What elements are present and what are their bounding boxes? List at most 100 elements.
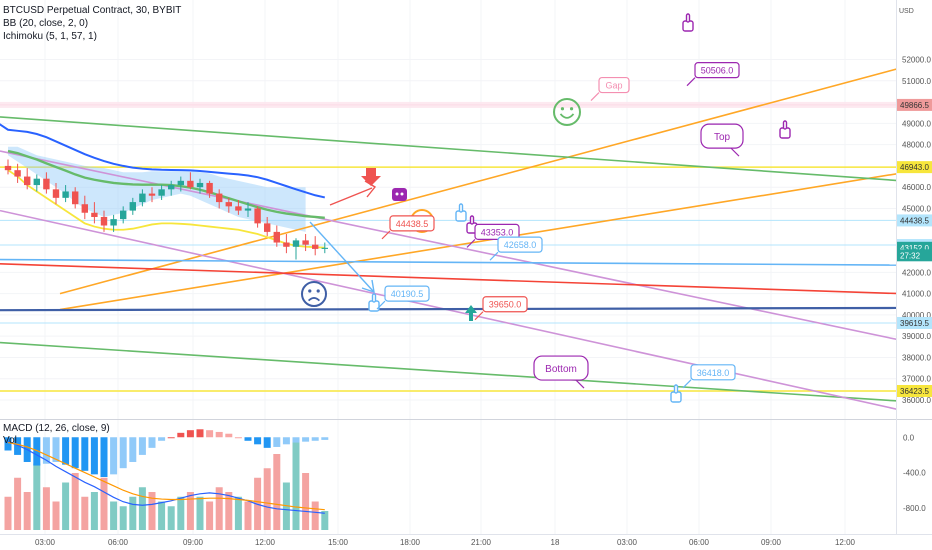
- candle-body: [235, 206, 242, 211]
- callout-box: [700, 123, 744, 149]
- macd-hist-bar: [254, 437, 262, 445]
- smiley-eye: [316, 289, 320, 293]
- trendline-lightblue: [0, 258, 896, 266]
- ichimoku-cloud: [8, 146, 306, 232]
- macd-hist-bar: [302, 437, 310, 442]
- volume-bar: [33, 463, 41, 530]
- signal-line: [7, 441, 325, 511]
- smiley-eye: [308, 289, 312, 293]
- bb-middle-line: [0, 123, 326, 199]
- callout-Bottom: Bottom: [533, 355, 589, 389]
- volume-bar: [110, 501, 118, 530]
- volume-bar: [244, 501, 252, 530]
- volume-bar: [158, 501, 166, 530]
- candle-body: [177, 180, 184, 186]
- macd-hist-bar: [167, 437, 175, 439]
- hand-finger: [673, 384, 679, 394]
- volume-bar: [321, 511, 329, 530]
- price-tag-label: 27:32: [900, 251, 921, 260]
- volume-bar: [167, 506, 175, 530]
- price-tick-label: 46000.0: [902, 183, 931, 192]
- macd-hist-bar: [90, 437, 98, 475]
- price-tag-label: 36423.5: [900, 387, 929, 396]
- volume-bar: [234, 496, 242, 530]
- callout-label: 40190.5: [391, 289, 424, 299]
- time-tick-label: 12:00: [835, 538, 856, 547]
- candle-body: [321, 247, 328, 249]
- price-tag-box: [897, 384, 932, 397]
- smiley-face: [553, 98, 581, 126]
- price-tick-label: 37000.0: [902, 375, 931, 384]
- green-ma-line: [7, 149, 325, 220]
- macd-hist-bar: [234, 437, 242, 439]
- macd-hist-bar: [148, 437, 156, 448]
- volume-bar: [148, 492, 156, 530]
- vol-legend: Vol: [3, 435, 17, 446]
- callout-box: [690, 364, 736, 381]
- gap-band: [0, 101, 896, 108]
- smiley-mouth: [559, 113, 575, 119]
- time-tick-label: 06:00: [689, 538, 710, 547]
- hand-pointing-icon: [779, 120, 791, 139]
- macd-hist-bar: [71, 437, 79, 469]
- callout-label: Gap: [605, 81, 622, 91]
- price-tag-label: 44438.5: [900, 216, 929, 225]
- hand-finger: [469, 215, 475, 225]
- volume-bar: [62, 482, 70, 530]
- callout-label: 39650.0: [489, 300, 522, 310]
- price-tag-box: [897, 98, 932, 111]
- macd-hist-bar: [273, 437, 281, 447]
- price-tag-label: 43152.0: [900, 244, 929, 253]
- volume-bar: [100, 477, 108, 530]
- price-tick-label: 45000.0: [902, 204, 931, 213]
- price-tag-label: 49866.5: [900, 101, 929, 110]
- volume-bar: [138, 487, 146, 530]
- price-tick-label: 51000.0: [902, 77, 931, 86]
- price-tag-box: [897, 316, 932, 329]
- callout-50506-0: 50506.0: [686, 62, 740, 87]
- horizontal-levels: [0, 101, 896, 392]
- volume-bar: [196, 496, 204, 530]
- callout-box: [694, 62, 740, 79]
- volume-bar: [4, 496, 12, 530]
- currency-label: USD: [899, 8, 914, 15]
- volume-bar: [42, 487, 50, 530]
- price-tag-box: [897, 161, 932, 174]
- volume-bar: [225, 492, 233, 530]
- trendline-violet-lower: [0, 209, 896, 410]
- callout-40190-5: 40190.5: [376, 285, 430, 310]
- trendline-red: [0, 263, 896, 295]
- hand-finger: [458, 203, 464, 213]
- callout-tail: [466, 238, 476, 248]
- smiley-green-icon: [553, 98, 581, 126]
- hand-finger: [371, 293, 377, 303]
- callout-tail: [381, 230, 391, 240]
- price-tick-label: 36000.0: [902, 396, 931, 405]
- callout-label: 36418.0: [697, 368, 730, 378]
- face-purple-icon: [392, 188, 407, 201]
- macd-hist-bar: [321, 437, 329, 440]
- symbol-title: BTCUSD Perpetual Contract, 30, BYBIT: [3, 5, 181, 16]
- ichimoku-legend: Ichimoku (5, 1, 57, 1): [3, 31, 97, 42]
- trendline-green-lower: [0, 341, 896, 402]
- price-axis[interactable]: 52000.0 51000.0 49000.0 48000.0 46000.0 45000…: [902, 56, 931, 405]
- hand-pointing-icon: [455, 203, 467, 222]
- candle-body: [158, 189, 165, 196]
- price-tag: 36423.5: [897, 384, 932, 397]
- time-axis[interactable]: 03:00 06:00 09:00 12:00 15:00 18:00 21:00 18 03:…: [35, 538, 856, 547]
- volume-bar: [81, 496, 89, 530]
- smiley-mouth: [307, 297, 321, 302]
- macd-hist-bar: [33, 437, 41, 466]
- trendline-green-upper: [0, 116, 896, 182]
- smiley-navy-icon: [301, 281, 327, 307]
- volume-bar: [119, 506, 127, 530]
- callout-label: 44438.5: [396, 219, 429, 229]
- candle-body: [24, 176, 31, 186]
- volume-bar: [302, 473, 310, 530]
- candle-body: [139, 193, 146, 203]
- macd-hist-bar: [110, 437, 118, 475]
- macd-hist-bar: [292, 437, 300, 443]
- volume-bar: [90, 492, 98, 530]
- price-tick-label: 38000.0: [902, 353, 931, 362]
